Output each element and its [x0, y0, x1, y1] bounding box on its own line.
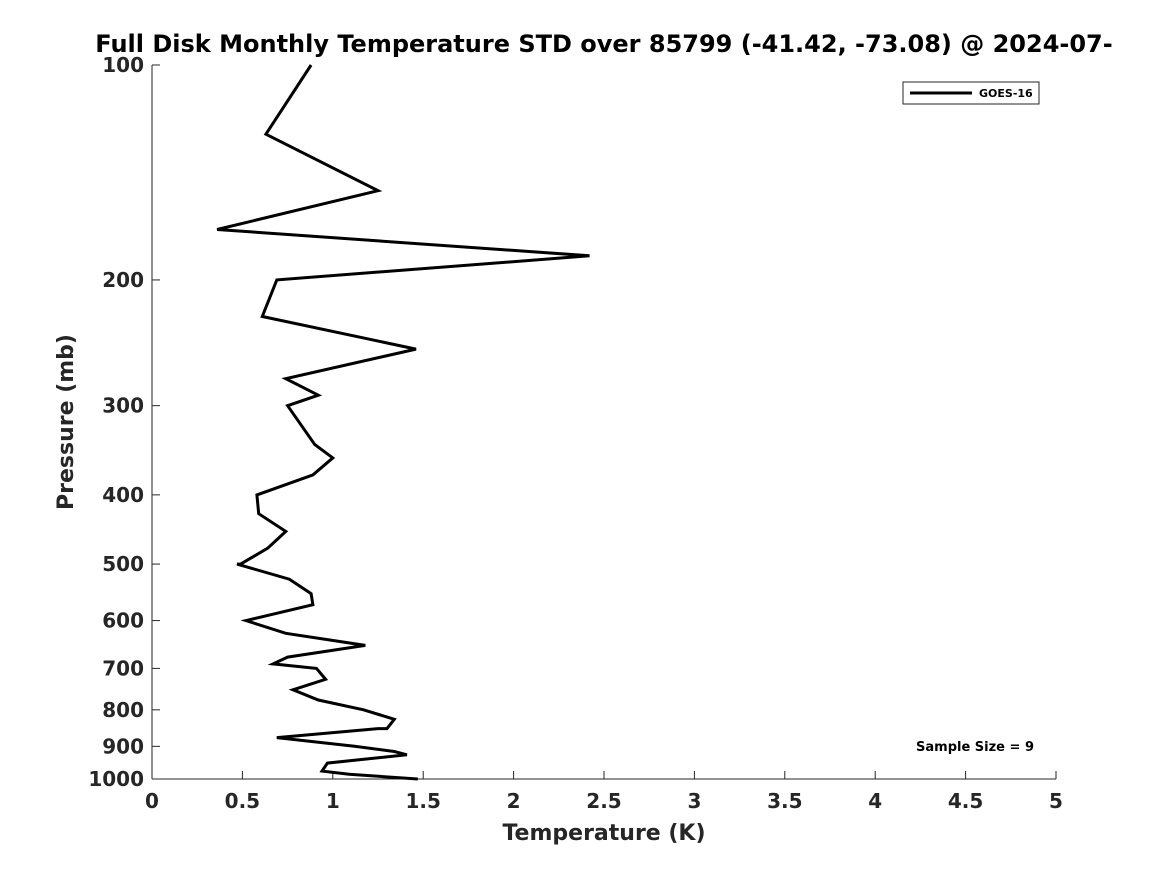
x-tick-label: 0.5 [225, 789, 260, 813]
y-tick-label: 100 [102, 53, 144, 77]
x-tick-label: 4 [868, 789, 882, 813]
y-tick-label: 1000 [88, 767, 144, 791]
y-tick-label: 700 [102, 656, 144, 680]
y-tick-label: 500 [102, 552, 144, 576]
legend-label-goes-16: GOES-16 [979, 87, 1033, 100]
sample-size-annotation: Sample Size = 9 [916, 740, 1034, 755]
x-tick-label: 0 [145, 789, 159, 813]
x-tick-label: 1.5 [405, 789, 440, 813]
plot-area [151, 65, 1056, 780]
y-tick-label: 800 [102, 698, 144, 722]
y-tick-label: 200 [102, 268, 144, 292]
x-tick-label: 2.5 [586, 789, 621, 813]
x-tick-label: 2 [507, 789, 521, 813]
series-layer [216, 64, 590, 781]
x-axis-ticks: 0 0.5 1 1.5 2 2.5 3 3.5 4 4.5 5 [145, 771, 1063, 813]
y-tick-label: 600 [102, 609, 144, 633]
series-line-goes-16 [216, 64, 590, 781]
x-tick-label: 3 [687, 789, 701, 813]
x-tick-label: 5 [1049, 789, 1063, 813]
x-tick-label: 3.5 [767, 789, 802, 813]
y-tick-label: 900 [102, 734, 144, 758]
y-axis-label: Pressure (mb) [54, 334, 79, 510]
y-tick-label: 300 [102, 394, 144, 418]
chart-title: Full Disk Monthly Temperature STD over 8… [95, 30, 1112, 58]
x-axis-label: Temperature (K) [502, 821, 705, 846]
y-tick-label: 400 [102, 483, 144, 507]
legend: GOES-16 [902, 81, 1040, 105]
y-axis-ticks: 100 200 300 400 500 600 700 800 900 1000 [88, 53, 160, 791]
x-tick-label: 1 [326, 789, 340, 813]
x-tick-label: 4.5 [948, 789, 983, 813]
